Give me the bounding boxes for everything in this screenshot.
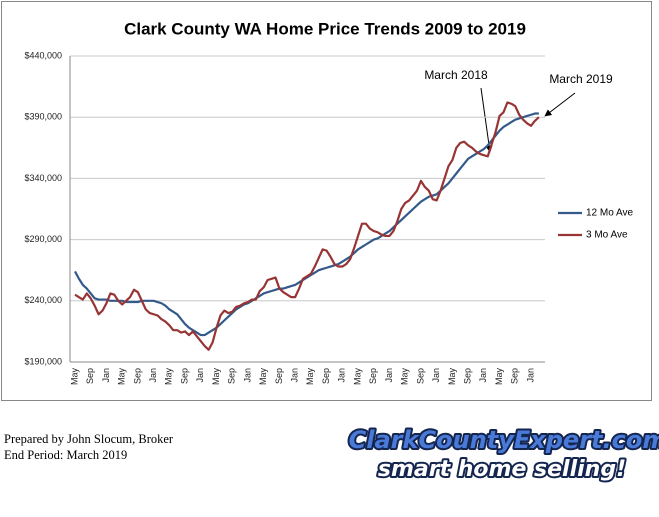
logo-text: ClarkCountyExpert.com xyxy=(349,426,659,454)
x-tick-label: Sep xyxy=(510,368,520,384)
x-tick-label: Sep xyxy=(85,368,95,384)
x-tick-label: Sep xyxy=(179,368,189,384)
x-tick-label: Jan xyxy=(290,368,300,383)
x-tick-label: Jan xyxy=(478,368,488,383)
footer-text: End Period: March 2019 xyxy=(4,448,127,462)
y-tick-label: $190,000 xyxy=(24,356,62,366)
x-tick-label: Jan xyxy=(525,368,535,383)
y-tick-label: $290,000 xyxy=(24,234,62,244)
x-tick-label: May xyxy=(400,368,410,386)
x-tick-label: May xyxy=(447,368,457,386)
x-tick-label: May xyxy=(352,368,362,386)
y-tick-label: $240,000 xyxy=(24,295,62,305)
chart-title: Clark County WA Home Price Trends 2009 t… xyxy=(124,19,526,38)
legend-label: 3 Mo Ave xyxy=(586,230,628,241)
x-tick-label: May xyxy=(69,368,79,386)
x-tick-label: Sep xyxy=(462,368,472,384)
y-tick-label: $340,000 xyxy=(24,173,62,183)
logo-text: smart home selling! xyxy=(378,457,626,482)
x-tick-label: Jan xyxy=(101,368,111,383)
x-tick-label: Sep xyxy=(132,368,142,384)
x-tick-label: Sep xyxy=(227,368,237,384)
line-series xyxy=(74,101,540,351)
legend-label: 12 Mo Ave xyxy=(586,208,634,219)
x-tick-label: Jan xyxy=(242,368,252,383)
x-tick-label: May xyxy=(117,368,127,386)
annotation: March 2019 xyxy=(549,72,613,86)
x-tick-label: Jan xyxy=(431,368,441,383)
x-tick-label: May xyxy=(305,368,315,386)
x-tick-label: Sep xyxy=(274,368,284,384)
x-tick-label: Jan xyxy=(195,368,205,383)
annotation-arrow xyxy=(480,87,493,153)
y-tick-label: $390,000 xyxy=(24,112,62,122)
x-tick-label: Sep xyxy=(415,368,425,384)
chart-frame xyxy=(1,1,652,401)
x-tick-label: May xyxy=(258,368,268,386)
x-tick-label: May xyxy=(164,368,174,386)
y-tick-label: $440,000 xyxy=(24,50,62,60)
x-tick-label: May xyxy=(211,368,221,386)
x-tick-label: Jan xyxy=(384,368,394,383)
x-tick-label: Jan xyxy=(148,368,158,383)
annotation: March 2018 xyxy=(424,68,488,82)
x-tick-label: Sep xyxy=(368,368,378,384)
annotation-arrow xyxy=(544,92,576,117)
footer-text: Prepared by John Slocum, Broker xyxy=(4,432,174,446)
x-tick-label: Sep xyxy=(321,368,331,384)
x-tick-label: Jan xyxy=(337,368,347,383)
x-tick-label: May xyxy=(494,368,504,386)
